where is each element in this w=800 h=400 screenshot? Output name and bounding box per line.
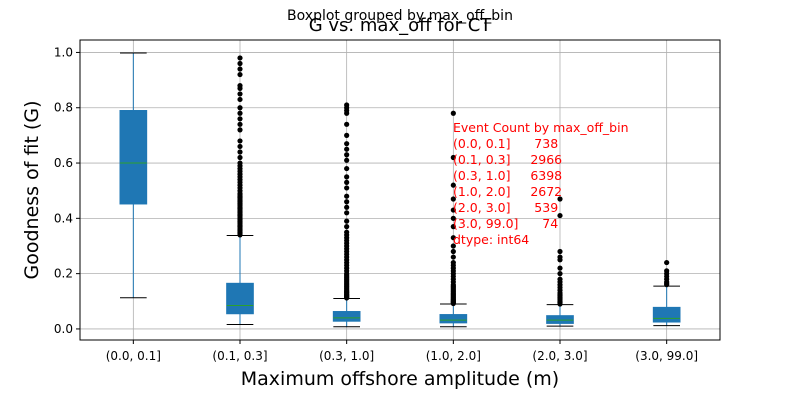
- outlier-point: [344, 199, 350, 205]
- outlier-point: [237, 143, 243, 150]
- outlier-point: [237, 110, 243, 116]
- box-iqr: [546, 315, 574, 324]
- outlier-point: [344, 152, 350, 158]
- annotation-line: (0.1, 0.3] 2966: [453, 152, 562, 167]
- y-tick-label: 1.0: [54, 45, 73, 59]
- outlier-point: [237, 55, 243, 61]
- outlier-point: [344, 157, 350, 163]
- box-group-0: [119, 52, 148, 299]
- x-axis-label: Maximum offshore amplitude (m): [241, 368, 559, 390]
- outlier-point: [237, 116, 243, 122]
- outlier-point: [237, 71, 243, 78]
- outlier-point: [237, 121, 243, 127]
- box-group-3: [439, 110, 468, 328]
- annotation-line: dtype: int64: [453, 232, 529, 247]
- annotation-line: Event Count by max_off_bin: [453, 120, 629, 135]
- x-tick-label: (0.3, 1.0]: [319, 349, 374, 363]
- outlier-point: [344, 121, 350, 127]
- outlier-point: [344, 204, 350, 210]
- outlier-point: [557, 254, 563, 260]
- boxes-layer: [119, 52, 681, 328]
- outlier-point: [344, 174, 350, 180]
- box-iqr: [439, 314, 468, 324]
- outlier-point: [450, 215, 456, 221]
- outlier-point: [237, 149, 243, 155]
- box-group-2: [332, 102, 361, 328]
- outlier-point: [344, 210, 350, 216]
- outlier-point: [557, 196, 563, 202]
- outlier-point: [450, 110, 456, 116]
- x-tick-label: (1.0, 2.0]: [426, 349, 481, 363]
- outlier-point: [450, 243, 456, 249]
- outlier-point: [557, 248, 563, 255]
- chart-title: G vs. max_off for CT: [309, 15, 493, 36]
- outlier-point: [344, 218, 350, 224]
- figure-suptitle: Boxplot grouped by max_off_bin: [287, 8, 513, 24]
- box-group-4: [546, 196, 574, 327]
- y-tick-label: 0.8: [54, 101, 73, 115]
- outlier-point: [450, 196, 456, 202]
- outlier-point: [450, 248, 456, 255]
- outlier-point: [237, 105, 243, 111]
- x-tick-label: (0.0, 0.1]: [106, 349, 161, 363]
- outlier-point: [450, 259, 456, 266]
- box-group-5: [652, 259, 681, 327]
- outlier-point: [450, 182, 456, 188]
- outlier-point: [664, 268, 670, 274]
- outlier-point: [344, 193, 350, 199]
- y-tick-label: 0.0: [54, 322, 73, 336]
- outlier-point: [237, 91, 243, 97]
- outlier-point: [237, 127, 243, 133]
- outlier-point: [450, 207, 456, 213]
- annotation-line: (1.0, 2.0] 2672: [453, 184, 562, 199]
- outlier-point: [557, 265, 563, 271]
- x-tick-label: (0.1, 0.3]: [212, 349, 267, 363]
- annotation-line: (2.0, 3.0] 539: [453, 200, 558, 215]
- outlier-point: [344, 165, 350, 172]
- outlier-point: [450, 224, 456, 230]
- outlier-point: [344, 185, 350, 191]
- outlier-point: [344, 224, 350, 230]
- outlier-point: [344, 141, 350, 147]
- outlier-point: [557, 276, 563, 282]
- outlier-point: [450, 235, 456, 241]
- outlier-point: [237, 60, 243, 67]
- outlier-point: [237, 160, 243, 166]
- outlier-point: [450, 254, 456, 260]
- outlier-point: [237, 66, 243, 72]
- y-axis-label: Goodness of fit (G): [21, 101, 43, 280]
- event-count-annotation: Event Count by max_off_bin(0.0, 0.1] 738…: [453, 120, 629, 247]
- outlier-point: [344, 229, 350, 235]
- box-iqr: [226, 282, 254, 315]
- x-tick-label: (3.0, 99.0]: [635, 349, 698, 363]
- outlier-point: [237, 96, 243, 103]
- y-tick-label: 0.4: [54, 211, 73, 225]
- annotation-line: (0.0, 0.1] 738: [453, 136, 558, 151]
- outlier-point: [237, 138, 243, 144]
- grid-lines: [80, 40, 720, 340]
- outlier-point: [237, 83, 243, 89]
- y-tick-label: 0.2: [54, 267, 73, 281]
- box-iqr: [652, 306, 681, 323]
- outlier-point: [344, 146, 350, 152]
- y-tick-label: 0.6: [54, 156, 73, 170]
- outlier-point: [344, 179, 350, 185]
- outlier-point: [237, 154, 243, 161]
- annotation-line: (3.0, 99.0] 74: [453, 216, 558, 231]
- x-tick-label: (2.0, 3.0]: [532, 349, 587, 363]
- axes-layer: 0.0 0.2 0.4 0.6 0.8 1.0 (0.0, 0.1] (0.1, 0.3] (0…: [54, 39, 721, 363]
- outlier-point: [557, 212, 563, 219]
- annotation-line: (0.3, 1.0] 6398: [453, 168, 562, 183]
- plot-frame: [79, 39, 721, 341]
- outlier-point: [664, 259, 670, 266]
- outlier-point: [450, 154, 456, 161]
- box-iqr: [119, 110, 148, 205]
- box-group-1: [226, 55, 254, 326]
- outlier-point: [344, 132, 350, 138]
- outlier-point: [344, 102, 350, 108]
- box-iqr: [332, 311, 361, 322]
- outlier-point: [557, 271, 563, 277]
